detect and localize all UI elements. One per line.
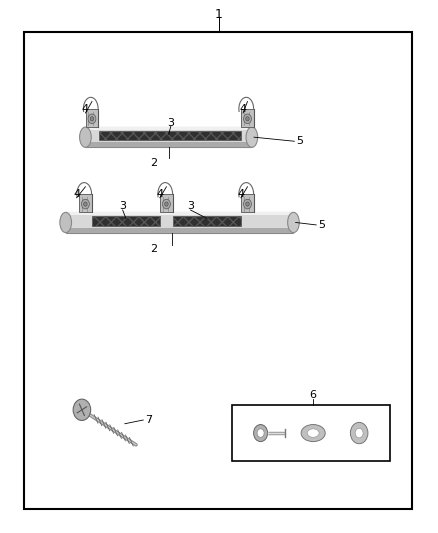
Circle shape (350, 422, 368, 443)
Text: 4: 4 (156, 189, 163, 199)
Polygon shape (86, 109, 98, 127)
Circle shape (90, 117, 94, 121)
Text: 4: 4 (82, 104, 89, 114)
Circle shape (84, 202, 87, 206)
Polygon shape (160, 194, 173, 212)
Text: 7: 7 (145, 415, 152, 425)
Text: 2: 2 (150, 158, 157, 167)
Text: 5: 5 (318, 220, 325, 230)
Text: 2: 2 (150, 244, 157, 254)
Polygon shape (92, 216, 160, 225)
Polygon shape (241, 109, 254, 127)
Circle shape (162, 199, 170, 209)
Text: 1: 1 (215, 9, 223, 21)
Polygon shape (85, 127, 252, 147)
Text: 3: 3 (187, 201, 194, 211)
Polygon shape (85, 127, 252, 130)
Polygon shape (66, 212, 293, 215)
Polygon shape (66, 228, 293, 232)
Text: 3: 3 (167, 118, 174, 127)
Ellipse shape (301, 424, 325, 441)
Ellipse shape (80, 127, 91, 147)
Circle shape (81, 199, 89, 209)
Text: 4: 4 (240, 104, 247, 114)
Circle shape (257, 429, 264, 437)
Circle shape (88, 114, 96, 124)
Circle shape (165, 202, 168, 206)
Polygon shape (99, 131, 241, 140)
Bar (24, 32, 412, 509)
Circle shape (244, 199, 251, 209)
Circle shape (246, 202, 249, 206)
Polygon shape (85, 142, 252, 147)
Circle shape (73, 399, 91, 421)
Polygon shape (241, 194, 254, 212)
Polygon shape (173, 216, 241, 225)
Text: 5: 5 (297, 136, 304, 146)
Circle shape (355, 429, 363, 438)
Ellipse shape (307, 429, 319, 437)
Polygon shape (79, 194, 92, 212)
Ellipse shape (288, 212, 299, 232)
Text: 4: 4 (73, 189, 80, 199)
Ellipse shape (246, 127, 258, 147)
Circle shape (246, 117, 249, 121)
Bar (232, 405, 390, 461)
Ellipse shape (60, 212, 71, 232)
Circle shape (244, 114, 251, 124)
Text: 6: 6 (310, 391, 317, 400)
Circle shape (254, 424, 268, 441)
Text: 4: 4 (237, 189, 244, 199)
Text: 3: 3 (119, 201, 126, 211)
Polygon shape (66, 212, 293, 232)
